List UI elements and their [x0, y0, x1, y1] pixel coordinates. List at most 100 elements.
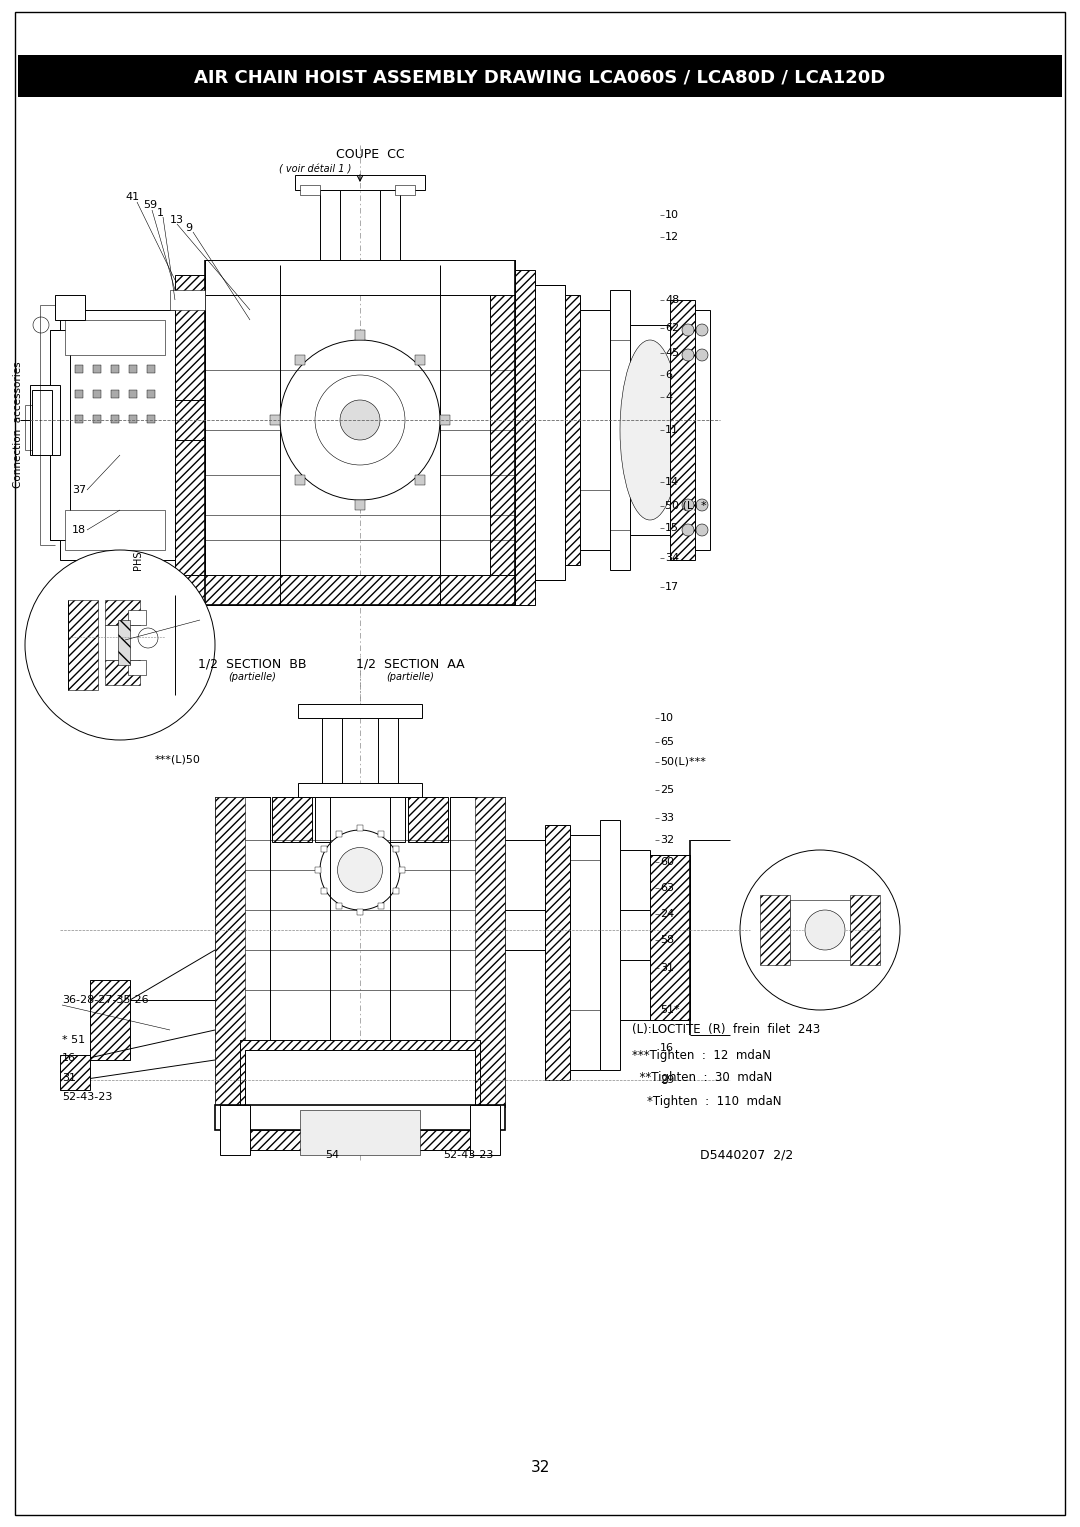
Bar [378, 718, 399, 783]
Bar [321, 889, 326, 893]
Text: AIR CHAIN HOIST ASSEMBLY DRAWING LCA060S / LCA80D / LCA120D: AIR CHAIN HOIST ASSEMBLY DRAWING LCA060S… [194, 69, 886, 86]
Bar [470, 1106, 500, 1154]
Bar [399, 867, 405, 873]
Bar [336, 904, 342, 910]
Text: 6: 6 [665, 370, 672, 380]
Circle shape [33, 318, 49, 333]
Bar [378, 831, 384, 837]
Text: 16: 16 [62, 1054, 76, 1063]
Bar [105, 660, 140, 686]
Bar [60, 310, 175, 560]
Bar [30, 385, 60, 455]
Text: 15: 15 [665, 524, 679, 533]
Bar [60, 1055, 90, 1090]
Text: ( voir détail 1 ): ( voir détail 1 ) [279, 165, 351, 176]
Circle shape [681, 324, 694, 336]
Bar [515, 270, 535, 605]
Text: 1/2  SECTION  BB: 1/2 SECTION BB [198, 658, 307, 670]
Text: 10: 10 [665, 211, 679, 220]
Bar [378, 904, 384, 910]
Text: 65: 65 [660, 738, 674, 747]
Bar [240, 1040, 480, 1110]
Text: 63: 63 [660, 883, 674, 893]
Text: ***Tighten  :  12  mdaN: ***Tighten : 12 mdaN [632, 1049, 771, 1061]
Bar [147, 365, 156, 373]
Bar [129, 415, 137, 423]
Bar [789, 899, 850, 960]
Text: 59: 59 [143, 200, 157, 211]
Text: 16: 16 [660, 1043, 674, 1054]
Bar [475, 797, 505, 1107]
Bar [111, 389, 119, 399]
Bar [298, 783, 422, 797]
Bar [600, 820, 620, 1070]
Text: (L):LOCTITE  (R)  frein  filet  243: (L):LOCTITE (R) frein filet 243 [632, 1023, 820, 1037]
Text: 10: 10 [660, 713, 674, 722]
Bar [245, 1051, 475, 1106]
Text: 37: 37 [72, 486, 86, 495]
Bar [55, 295, 85, 321]
Bar [545, 825, 570, 1080]
Bar [535, 286, 565, 580]
Bar [696, 310, 710, 550]
Text: 4: 4 [665, 392, 672, 402]
Bar [760, 895, 789, 965]
Circle shape [696, 524, 708, 536]
Bar [118, 620, 130, 664]
Circle shape [696, 499, 708, 512]
Text: 11: 11 [665, 425, 679, 435]
Bar [315, 797, 405, 841]
Text: 50(L)***: 50(L)*** [660, 757, 706, 767]
Bar [215, 797, 270, 1107]
Text: 32: 32 [530, 1460, 550, 1475]
Bar [610, 290, 630, 570]
Ellipse shape [320, 831, 400, 910]
Bar [270, 415, 280, 425]
Bar [415, 354, 426, 365]
Bar [355, 330, 365, 341]
Text: 45: 45 [665, 348, 679, 357]
Text: 31: 31 [62, 1073, 76, 1083]
Text: Connection  accessories: Connection accessories [13, 362, 23, 489]
Circle shape [25, 550, 215, 741]
Text: 9: 9 [185, 223, 192, 234]
Bar [129, 609, 146, 625]
Bar [65, 510, 165, 550]
Bar [75, 365, 83, 373]
Bar [129, 389, 137, 399]
Bar [380, 189, 400, 260]
Bar [298, 704, 422, 718]
Bar [147, 415, 156, 423]
Bar [175, 576, 519, 605]
Text: 17: 17 [665, 582, 679, 592]
Bar [272, 797, 312, 841]
Circle shape [696, 350, 708, 360]
Text: 51*: 51* [660, 1005, 679, 1015]
Bar [295, 260, 426, 275]
Circle shape [681, 524, 694, 536]
Bar [408, 797, 448, 841]
Text: 29: 29 [660, 1075, 674, 1086]
Bar [850, 895, 880, 965]
Bar [295, 475, 305, 486]
Bar [93, 415, 102, 423]
Bar [93, 365, 102, 373]
Text: ***(L)50: ***(L)50 [156, 754, 201, 765]
Bar [75, 389, 83, 399]
Bar [565, 295, 580, 565]
Bar [630, 325, 670, 534]
Text: PHS: PHS [133, 550, 143, 570]
Bar [620, 851, 650, 910]
Circle shape [805, 910, 845, 950]
Bar [111, 415, 119, 423]
Text: COUPE  CC: COUPE CC [336, 148, 404, 162]
Bar [18, 55, 1062, 98]
Text: 33: 33 [660, 812, 674, 823]
Text: 25: 25 [660, 785, 674, 796]
Bar [215, 797, 245, 1107]
Circle shape [138, 628, 158, 647]
Text: 31: 31 [660, 964, 674, 973]
Bar [105, 625, 120, 660]
Bar [440, 415, 450, 425]
Bar [129, 365, 137, 373]
